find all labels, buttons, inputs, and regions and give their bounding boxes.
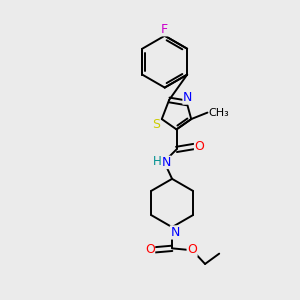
Text: N: N bbox=[162, 156, 171, 169]
Text: N: N bbox=[170, 226, 180, 239]
Text: S: S bbox=[152, 118, 160, 131]
Text: N: N bbox=[183, 91, 192, 104]
Text: H: H bbox=[152, 155, 161, 168]
Text: O: O bbox=[145, 243, 154, 256]
Text: O: O bbox=[194, 140, 204, 153]
Text: CH₃: CH₃ bbox=[208, 108, 229, 118]
Text: F: F bbox=[161, 23, 168, 36]
Text: O: O bbox=[187, 243, 197, 256]
